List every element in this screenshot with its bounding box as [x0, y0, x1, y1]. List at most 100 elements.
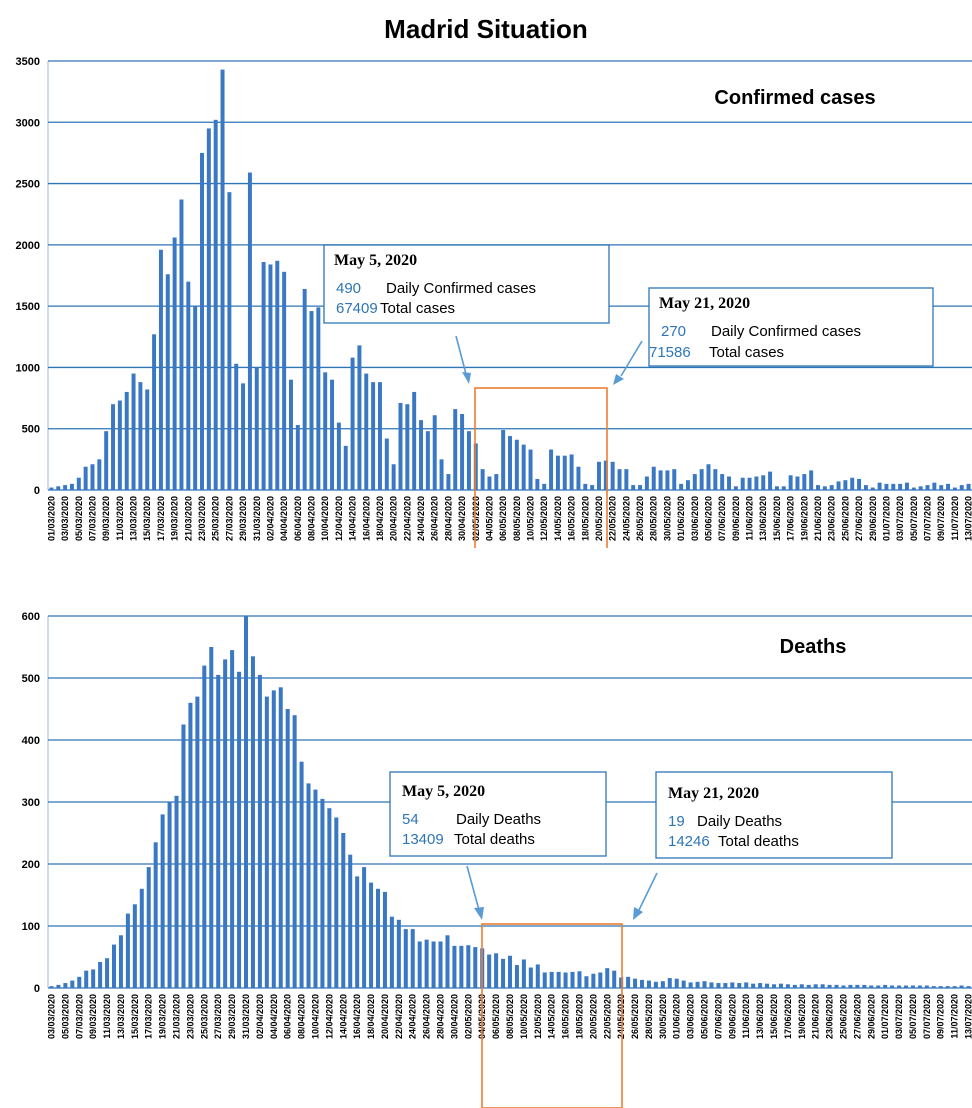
- bar: [446, 474, 451, 490]
- svg-text:270: 270: [661, 323, 686, 340]
- bar: [631, 485, 636, 490]
- svg-text:May 5, 2020: May 5, 2020: [402, 783, 485, 800]
- x-tick-label: 01/03/2020: [46, 496, 56, 541]
- bar: [910, 985, 915, 988]
- svg-text:Total cases: Total cases: [380, 300, 455, 317]
- arrow-may21-cases: [613, 340, 643, 385]
- bar: [327, 808, 332, 988]
- x-tick-label: 01/07/2020: [880, 994, 890, 1039]
- bar: [487, 476, 492, 490]
- bar: [911, 487, 916, 490]
- bar: [576, 466, 581, 490]
- x-tick-label: 29/06/2020: [866, 994, 876, 1039]
- bar: [862, 984, 867, 988]
- x-tick-label: 03/07/2020: [895, 496, 905, 541]
- figure-title: Madrid Situation: [384, 14, 588, 44]
- bar: [275, 260, 280, 490]
- svg-text:Total cases: Total cases: [709, 344, 784, 361]
- bar: [706, 464, 711, 490]
- bar: [213, 119, 218, 490]
- bar: [877, 482, 882, 490]
- bar: [740, 477, 745, 490]
- bar: [417, 941, 422, 988]
- x-tick-label: 26/04/2020: [430, 496, 440, 541]
- bar: [778, 983, 783, 988]
- bar: [452, 945, 457, 988]
- bar: [555, 455, 560, 490]
- bar: [646, 980, 651, 988]
- svg-text:Daily Confirmed cases: Daily Confirmed cases: [711, 323, 861, 340]
- bar: [639, 979, 645, 988]
- bar: [702, 981, 707, 988]
- x-tick-label: 07/07/2020: [922, 994, 932, 1039]
- bar: [939, 485, 944, 490]
- bar: [876, 985, 881, 988]
- svg-text:490: 490: [336, 280, 361, 297]
- bar: [439, 459, 444, 490]
- bar: [827, 984, 832, 988]
- bar: [946, 483, 951, 490]
- bar: [591, 973, 596, 988]
- bar: [848, 984, 853, 988]
- x-tick-label: 07/06/2020: [713, 994, 723, 1039]
- x-tick-label: 08/05/2020: [512, 496, 522, 541]
- x-tick-label: 10/04/2020: [310, 994, 320, 1039]
- bar: [549, 971, 554, 988]
- bar: [890, 985, 895, 988]
- bar: [713, 469, 718, 490]
- bar: [117, 400, 122, 490]
- bar: [285, 709, 290, 988]
- bar: [535, 478, 540, 490]
- bar: [959, 985, 964, 988]
- bar: [695, 981, 700, 988]
- bar: [869, 985, 874, 988]
- x-tick-label: 17/06/2020: [783, 994, 793, 1039]
- x-tick-label: 11/03/2020: [102, 994, 112, 1039]
- y-tick-label: 300: [22, 797, 40, 809]
- x-tick-label: 06/05/2020: [498, 496, 508, 541]
- bar: [563, 972, 568, 988]
- bar: [931, 986, 936, 988]
- bar: [834, 984, 839, 988]
- bar: [174, 795, 179, 988]
- x-axis-ticks: 01/03/2020 03/03/2020 05/03/2020 07/03/2020…: [46, 496, 972, 541]
- bar: [633, 978, 638, 988]
- bar: [785, 984, 790, 988]
- x-tick-label: 23/06/2020: [825, 994, 835, 1039]
- x-tick-label: 02/04/2020: [255, 994, 265, 1039]
- x-tick-label: 13/06/2020: [755, 994, 765, 1039]
- bar: [521, 959, 526, 988]
- x-tick-label: 12/05/2020: [533, 994, 543, 1039]
- bar: [343, 445, 348, 490]
- x-tick-label: 21/06/2020: [813, 496, 823, 541]
- x-tick-label: 08/04/2020: [307, 496, 317, 541]
- bar: [105, 958, 110, 988]
- bar: [549, 449, 554, 490]
- bar: [425, 431, 430, 490]
- x-tick-label: 26/04/2020: [422, 994, 432, 1039]
- bar: [70, 980, 75, 988]
- bar: [77, 976, 82, 988]
- arrow-may5-cases: [455, 335, 471, 384]
- bar: [653, 981, 658, 988]
- bar: [542, 972, 547, 988]
- x-tick-label: 12/04/2020: [324, 994, 334, 1039]
- x-tick-label: 30/05/2020: [662, 496, 672, 541]
- x-tick-label: 24/04/2020: [416, 496, 426, 541]
- bar: [405, 404, 410, 490]
- svg-text:Daily Deaths: Daily Deaths: [697, 813, 782, 830]
- bar: [257, 674, 262, 988]
- svg-text:54: 54: [402, 811, 419, 828]
- svg-text:14246: 14246: [668, 833, 710, 850]
- bar: [375, 888, 381, 988]
- bar: [104, 431, 109, 490]
- bar: [665, 470, 670, 490]
- bar: [891, 483, 896, 490]
- bar: [424, 939, 429, 988]
- svg-text:13409: 13409: [402, 831, 444, 848]
- x-tick-label: 07/03/2020: [87, 496, 97, 541]
- svg-text:May 5, 2020: May 5, 2020: [334, 252, 417, 269]
- x-tick-label: 05/06/2020: [703, 496, 713, 541]
- svg-text:Total deaths: Total deaths: [454, 831, 535, 848]
